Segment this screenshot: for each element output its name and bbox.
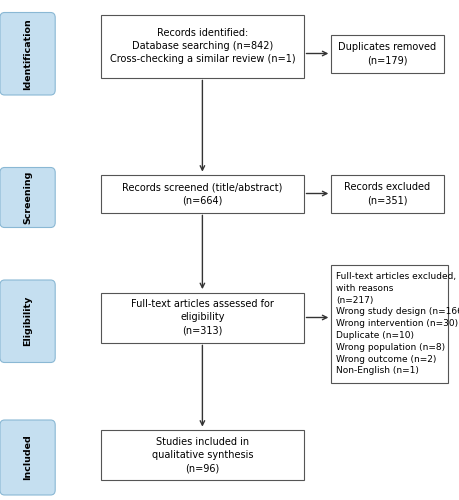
- FancyBboxPatch shape: [0, 420, 55, 495]
- Text: Duplicates removed
(n=179): Duplicates removed (n=179): [338, 42, 436, 66]
- Text: Full-text articles assessed for
eligibility
(n=313): Full-text articles assessed for eligibil…: [131, 300, 273, 336]
- Text: Studies included in
qualitative synthesis
(n=96): Studies included in qualitative synthesi…: [151, 437, 252, 473]
- FancyBboxPatch shape: [101, 15, 303, 78]
- FancyBboxPatch shape: [101, 430, 303, 480]
- FancyBboxPatch shape: [101, 175, 303, 212]
- Text: Screening: Screening: [23, 171, 32, 224]
- FancyBboxPatch shape: [0, 12, 55, 95]
- Text: Identification: Identification: [23, 18, 32, 90]
- FancyBboxPatch shape: [330, 265, 448, 382]
- FancyBboxPatch shape: [330, 35, 443, 72]
- Text: Eligibility: Eligibility: [23, 296, 32, 346]
- FancyBboxPatch shape: [0, 168, 55, 228]
- Text: Records excluded
(n=351): Records excluded (n=351): [344, 182, 430, 206]
- FancyBboxPatch shape: [0, 280, 55, 362]
- Text: Full-text articles excluded,
with reasons
(n=217)
Wrong study design (n=166)
Wro: Full-text articles excluded, with reason…: [335, 272, 459, 376]
- Text: Included: Included: [23, 434, 32, 480]
- Text: Records identified:
Database searching (n=842)
Cross-checking a similar review (: Records identified: Database searching (…: [109, 28, 295, 64]
- FancyBboxPatch shape: [101, 292, 303, 343]
- FancyBboxPatch shape: [330, 175, 443, 212]
- Text: Records screened (title/abstract)
(n=664): Records screened (title/abstract) (n=664…: [122, 182, 282, 206]
